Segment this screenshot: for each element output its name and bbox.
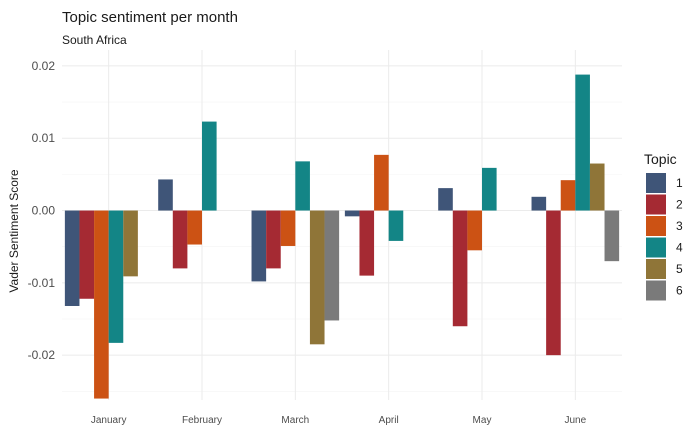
x-tick-label: January [91, 415, 127, 426]
legend-label-topic-1: 1 [676, 176, 683, 190]
legend-key-topic-3 [646, 216, 666, 236]
bar-march-topic-6 [324, 210, 340, 321]
bar-january-topic-2 [79, 210, 95, 299]
x-tick-label: June [564, 415, 586, 426]
bar-april-topic-1 [344, 210, 360, 217]
x-ticks: January February March April May June [91, 415, 587, 426]
y-tick-label: 0.00 [32, 204, 56, 218]
chart-subtitle: South Africa [62, 33, 127, 47]
y-tick-label: -0.01 [28, 276, 56, 290]
legend-key-topic-2 [646, 194, 666, 215]
bar-march-topic-2 [266, 210, 281, 269]
bar-april-topic-3 [374, 154, 389, 211]
bar-february-topic-4 [202, 121, 217, 211]
legend-label-topic-6: 6 [676, 284, 683, 298]
bar-january-topic-4 [108, 210, 124, 343]
legend-key-topic-4 [646, 237, 666, 258]
bar-june-topic-5 [589, 163, 605, 211]
bar-january-topic-1 [64, 210, 80, 306]
bar-june-topic-1 [531, 196, 547, 211]
bar-june-topic-3 [560, 180, 576, 211]
y-tick-label: 0.01 [32, 131, 56, 145]
bar-april-topic-2 [359, 210, 375, 276]
legend-label-topic-5: 5 [676, 262, 683, 276]
bar-may-topic-2 [452, 210, 468, 327]
y-tick-label: -0.02 [28, 348, 56, 362]
bar-march-topic-1 [251, 210, 267, 282]
bar-march-topic-5 [309, 210, 325, 345]
bar-february-topic-2 [172, 210, 188, 269]
bar-march-topic-3 [280, 210, 296, 246]
y-tick-label: 0.02 [32, 59, 56, 73]
x-tick-label: May [473, 415, 492, 426]
bar-april-topic-4 [388, 210, 404, 241]
bar-may-topic-3 [467, 210, 482, 251]
gridlines [62, 50, 622, 400]
x-tick-label: April [379, 415, 399, 426]
bar-june-topic-4 [575, 74, 590, 211]
legend-label-topic-3: 3 [676, 219, 683, 233]
bar-may-topic-4 [482, 167, 497, 211]
bar-february-topic-3 [187, 210, 202, 245]
x-tick-label: February [182, 415, 222, 426]
legend-title: Topic [644, 151, 677, 167]
bar-february-topic-1 [158, 179, 173, 211]
y-axis-label: Vader Sentiment Score [7, 169, 21, 293]
bar-january-topic-5 [123, 210, 138, 277]
legend-label-topic-2: 2 [676, 198, 683, 212]
legend: Topic 1 2 3 4 5 6 [644, 151, 683, 301]
x-tick-label: March [281, 415, 309, 426]
bar-january-topic-3 [94, 210, 109, 399]
legend-key-topic-5 [646, 259, 666, 279]
legend-label-topic-4: 4 [676, 241, 683, 255]
bar-june-topic-2 [546, 210, 561, 356]
y-ticks: 0.02 0.01 0.00 -0.01 -0.02 [28, 59, 56, 362]
bar-may-topic-1 [438, 188, 453, 211]
chart-title: Topic sentiment per month [62, 9, 238, 26]
bar-june-topic-6 [604, 210, 620, 262]
bar-march-topic-4 [295, 161, 310, 211]
legend-key-topic-6 [646, 280, 666, 301]
legend-key-topic-1 [646, 173, 666, 193]
bars [64, 74, 620, 399]
